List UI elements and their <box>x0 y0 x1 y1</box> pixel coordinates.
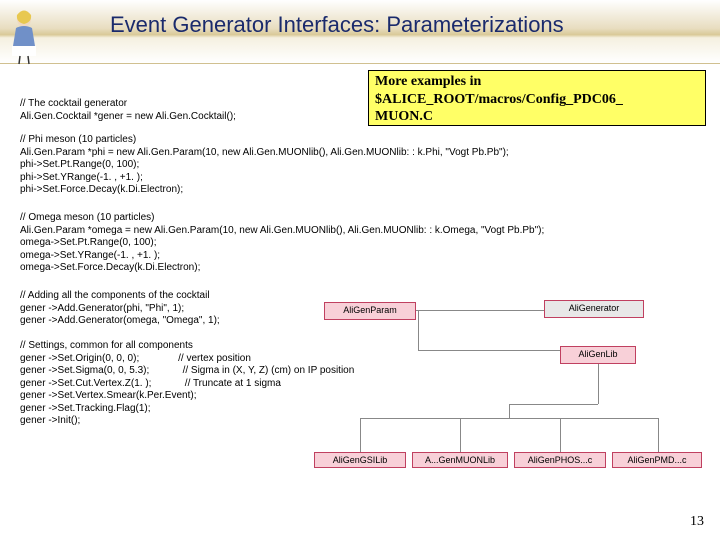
code-omega-meson: // Omega meson (10 particles) Ali.Gen.Pa… <box>20 212 544 275</box>
diagram-node: AliGenerator <box>544 300 644 318</box>
diagram-node: AliGenPHOS...c <box>514 452 606 468</box>
diagram-node: A...GenMUONLib <box>412 452 508 468</box>
class-diagram: AliGenParam AliGenerator AliGenLib AliGenGS… <box>314 300 706 480</box>
diagram-connector <box>509 404 510 418</box>
code-phi-meson: // Phi meson (10 particles) Ali.Gen.Para… <box>20 134 509 197</box>
diagram-connector <box>418 350 560 351</box>
diagram-connector <box>418 311 419 351</box>
diagram-connector <box>460 418 461 452</box>
highlight-line-1: More examples in <box>375 73 699 91</box>
page-number: 13 <box>690 514 704 530</box>
diagram-connector <box>560 418 561 452</box>
diagram-connector <box>360 418 361 452</box>
highlight-line-3: MUON.C <box>375 108 699 126</box>
diagram-node: AliGenPMD...c <box>612 452 702 468</box>
diagram-node: AliGenGSILib <box>314 452 406 468</box>
diagram-connector <box>360 418 658 419</box>
highlight-line-2: $ALICE_ROOT/macros/Config_PDC06_ <box>375 91 699 109</box>
diagram-connector <box>416 310 544 311</box>
diagram-connector <box>598 364 599 404</box>
slide-title: Event Generator Interfaces: Parameteriza… <box>110 12 564 38</box>
code-settings: // Settings, common for all components g… <box>20 340 354 428</box>
alice-illustration <box>6 8 44 66</box>
diagram-connector <box>509 404 598 405</box>
highlight-callout: More examples in $ALICE_ROOT/macros/Conf… <box>368 70 706 126</box>
slide-header: Event Generator Interfaces: Parameteriza… <box>0 0 720 64</box>
diagram-node: AliGenLib <box>560 346 636 364</box>
diagram-connector <box>658 418 659 452</box>
code-cocktail-generator: // The cocktail generator Ali.Gen.Cockta… <box>20 98 236 123</box>
diagram-node: AliGenParam <box>324 302 416 320</box>
code-add-generators: // Adding all the components of the cock… <box>20 290 220 328</box>
